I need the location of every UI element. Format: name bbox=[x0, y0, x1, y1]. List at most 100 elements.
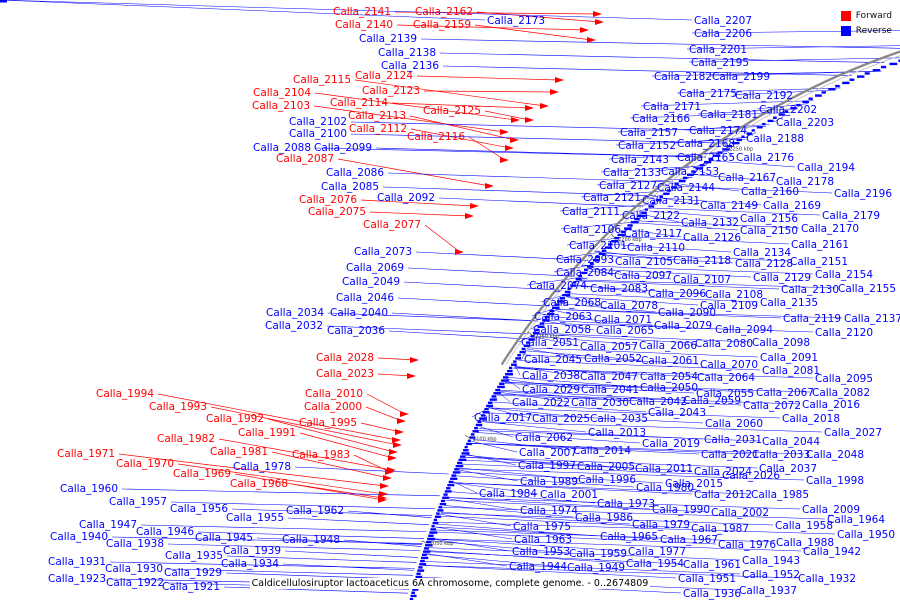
reverse-gene-arrow bbox=[762, 122, 766, 126]
reverse-connector bbox=[489, 407, 589, 419]
reverse-connector bbox=[476, 432, 641, 444]
reverse-connector bbox=[506, 379, 580, 390]
reverse-gene-arrow bbox=[446, 487, 451, 490]
forward-connector bbox=[271, 451, 389, 479]
reverse-gene-arrow bbox=[708, 157, 714, 161]
reverse-gene-label: Calla_2153 bbox=[661, 166, 719, 178]
forward-gene-label: Calla_1994 bbox=[96, 388, 154, 400]
reverse-gene-arrow bbox=[452, 471, 461, 474]
reverse-connector bbox=[592, 265, 814, 275]
forward-gene-arrow bbox=[455, 249, 464, 255]
reverse-connector bbox=[555, 309, 782, 319]
reverse-connector bbox=[579, 280, 780, 290]
forward-gene-label: Calla_1983 bbox=[292, 449, 350, 461]
reverse-gene-label: Calla_2047 bbox=[580, 371, 638, 383]
reverse-connector bbox=[446, 497, 801, 510]
reverse-gene-arrow bbox=[433, 518, 438, 522]
reverse-gene-label: Calla_2001 bbox=[540, 489, 598, 501]
reverse-gene-label: Calla_2070 bbox=[700, 359, 758, 371]
reverse-gene-label: Calla_1947 bbox=[79, 519, 137, 531]
reverse-gene-label: Calla_1955 bbox=[226, 512, 284, 524]
reverse-gene-label: Calla_2168 bbox=[677, 138, 735, 150]
reverse-connector bbox=[638, 220, 800, 229]
reverse-connector bbox=[537, 332, 751, 343]
reverse-gene-arrow bbox=[444, 490, 452, 493]
reverse-gene-arrow bbox=[604, 246, 612, 249]
reverse-gene-arrow bbox=[532, 331, 540, 335]
reverse-connector bbox=[686, 124, 770, 131]
reverse-gene-label: Calla_2110 bbox=[627, 242, 685, 254]
reverse-gene-label: Calla_2173 bbox=[487, 15, 545, 27]
forward-connector bbox=[391, 102, 531, 109]
reverse-connector bbox=[388, 330, 526, 340]
reverse-gene-arrow bbox=[482, 411, 490, 414]
reverse-gene-label: Calla_2134 bbox=[733, 247, 791, 259]
reverse-gene-label: Calla_2102 bbox=[289, 116, 347, 128]
forward-connector bbox=[313, 105, 506, 133]
reverse-gene-arrow bbox=[641, 211, 647, 214]
forward-gene-arrow bbox=[397, 418, 406, 424]
reverse-gene-arrow bbox=[426, 540, 432, 544]
forward-connector bbox=[416, 75, 561, 81]
reverse-gene-arrow bbox=[611, 240, 619, 243]
reverse-gene-arrow bbox=[651, 202, 656, 205]
reverse-gene-label: Calla_1945 bbox=[195, 532, 253, 544]
reverse-connector bbox=[498, 391, 570, 403]
forward-gene-label: Calla_2087 bbox=[276, 153, 334, 165]
reverse-gene-arrow bbox=[767, 119, 774, 123]
backbone-arc bbox=[500, 50, 900, 366]
forward-connector bbox=[157, 393, 398, 441]
reverse-connector bbox=[546, 321, 595, 331]
reverse-gene-label: Calla_2129 bbox=[753, 272, 811, 284]
reverse-connector bbox=[407, 267, 575, 277]
reverse-gene-label: Calla_1939 bbox=[223, 545, 281, 557]
reverse-gene-label: Calla_2025 bbox=[532, 413, 590, 425]
reverse-connector bbox=[455, 475, 635, 488]
reverse-gene-label: Calla_2117 bbox=[624, 228, 682, 240]
reverse-connector bbox=[350, 133, 727, 144]
reverse-gene-label: Calla_2128 bbox=[735, 258, 793, 270]
forward-connector bbox=[291, 483, 384, 499]
forward-gene-arrow bbox=[388, 455, 397, 461]
reverse-gene-label: Calla_2014 bbox=[573, 445, 631, 457]
reverse-gene-arrow bbox=[519, 350, 526, 354]
forward-gene-arrow bbox=[500, 157, 509, 163]
reverse-gene-label: Calla_1986 bbox=[575, 512, 633, 524]
reverse-gene-label: Calla_1961 bbox=[683, 559, 741, 571]
tick-label: 2100 kbp bbox=[473, 436, 497, 442]
reverse-gene-label: Calla_1984 bbox=[479, 488, 537, 500]
forward-gene-label: Calla_2023 bbox=[316, 368, 374, 380]
reverse-gene-label: Calla_1975 bbox=[513, 521, 571, 533]
reverse-gene-label: Calla_2199 bbox=[712, 71, 770, 83]
reverse-gene-label: Calla_2107 bbox=[673, 274, 731, 286]
reverse-connector bbox=[458, 468, 805, 481]
reverse-gene-label: Calla_2120 bbox=[815, 327, 873, 339]
reverse-connector bbox=[621, 236, 790, 245]
reverse-connector bbox=[504, 383, 695, 394]
reverse-gene-label: Calla_2137 bbox=[844, 313, 900, 325]
reverse-gene-arrow bbox=[432, 521, 439, 525]
reverse-gene-label: Calla_2139 bbox=[359, 33, 417, 45]
reverse-gene-arrow bbox=[601, 249, 607, 252]
reverse-swatch bbox=[840, 25, 851, 36]
reverse-gene-arrow bbox=[699, 164, 705, 167]
chromosome-backbone bbox=[500, 50, 900, 366]
reverse-gene-arrow bbox=[575, 278, 582, 281]
reverse-connector bbox=[566, 296, 699, 306]
reverse-connector bbox=[294, 466, 449, 475]
reverse-gene-label: Calla_2206 bbox=[694, 28, 752, 40]
reverse-connector bbox=[435, 526, 659, 540]
forward-gene-arrow bbox=[485, 183, 494, 189]
reverse-gene-label: Calla_2203 bbox=[776, 117, 834, 129]
reverse-gene-label: Calla_2043 bbox=[648, 407, 706, 419]
reverse-connector bbox=[554, 310, 593, 320]
forward-connector bbox=[423, 90, 556, 93]
reverse-gene-arrow bbox=[461, 452, 470, 455]
reverse-gene-arrow bbox=[670, 186, 678, 189]
reverse-gene-arrow bbox=[624, 227, 632, 230]
forward-gene-arrow bbox=[379, 491, 388, 497]
reverse-connector bbox=[166, 568, 413, 576]
forward-gene-label: Calla_2123 bbox=[362, 85, 420, 97]
